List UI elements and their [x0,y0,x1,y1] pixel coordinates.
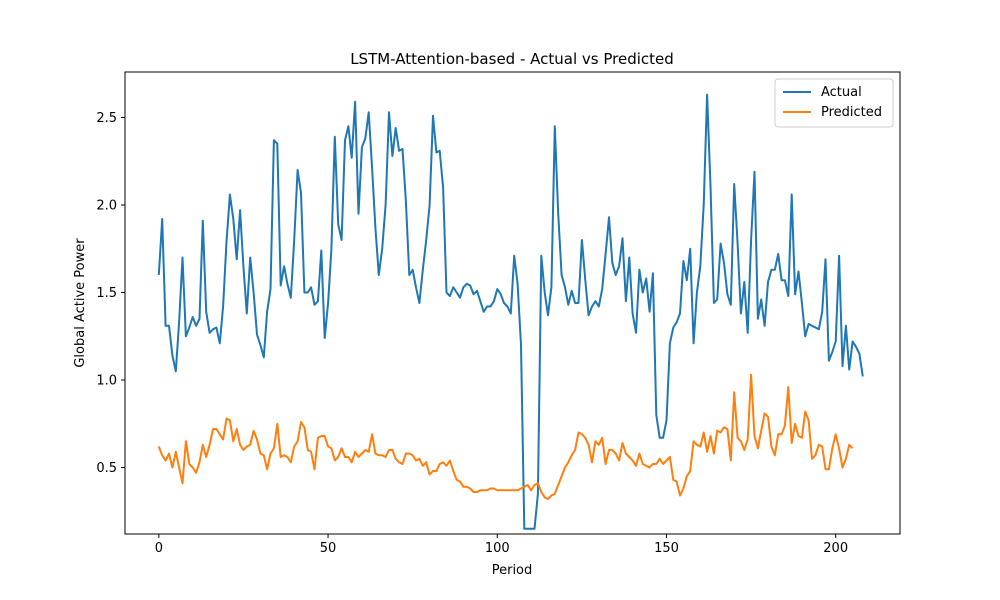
x-tick-label: 0 [155,541,163,556]
legend-label-predicted: Predicted [821,105,882,120]
y-tick-label: 1.5 [96,286,117,301]
series-line-predicted [157,373,854,500]
x-tick-label: 200 [823,541,848,556]
series-line-actual [157,93,864,530]
x-tick-label: 150 [654,541,679,556]
y-tick-label: 0.5 [96,461,117,476]
legend: Actual Predicted [774,78,894,128]
y-tick-label: 1.0 [96,374,117,389]
y-axis-title: Global Active Power [73,238,88,368]
x-tick-label: 100 [485,541,510,556]
y-axis: 0.5 1.0 1.5 2.0 2.5 [96,111,125,476]
plot-area [157,93,864,530]
plot-frame [124,71,901,535]
legend-label-actual: Actual [821,85,862,100]
y-tick-label: 2.0 [96,199,117,214]
chart-title: LSTM-Attention-based - Actual vs Predict… [350,50,674,68]
x-tick-label: 50 [320,541,337,556]
x-axis-title: Period [492,563,533,578]
x-axis: 0 50 100 150 200 [155,534,848,556]
y-tick-label: 2.5 [96,111,117,126]
